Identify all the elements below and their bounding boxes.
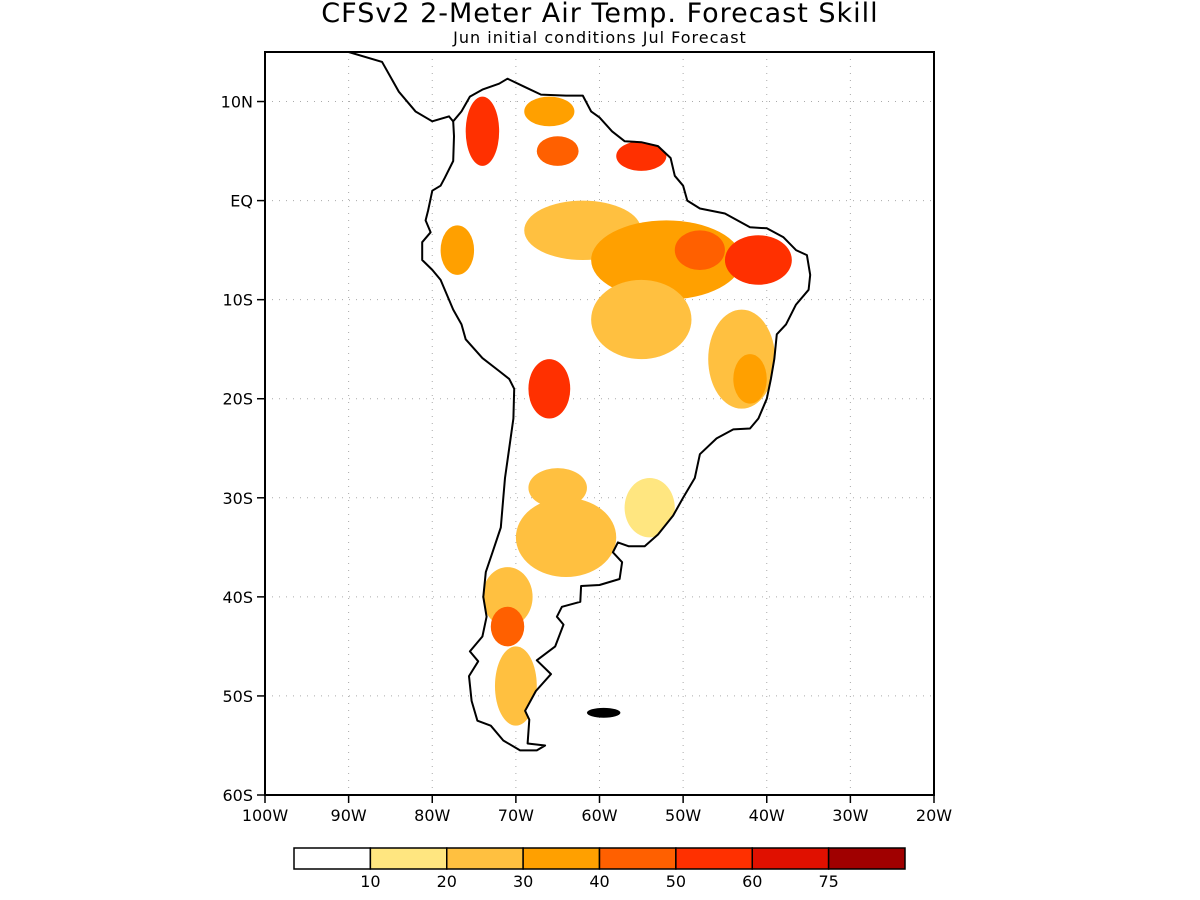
skill-region [616, 141, 667, 171]
lat-tick-label: 10N [221, 93, 253, 112]
skill-region [674, 230, 725, 270]
colorbar-swatch [827, 847, 906, 870]
lat-tick-label: 10S [222, 291, 253, 310]
lat-tick-label: 20S [222, 390, 253, 409]
lon-tick-label: 30W [832, 806, 868, 825]
lat-tick-label: 60S [222, 786, 253, 805]
lat-tick-label: 50S [222, 687, 253, 706]
central-america-coastline [348, 52, 454, 123]
colorbar-label: 20 [437, 872, 457, 891]
skill-region [733, 354, 767, 404]
skill-shading [440, 96, 792, 726]
lon-tick-label: 70W [498, 806, 534, 825]
lat-tick-label: 40S [222, 588, 253, 607]
colorbar-label: 40 [589, 872, 609, 891]
skill-region [591, 279, 692, 360]
lat-tick-label: EQ [230, 192, 253, 211]
colorbar-swatch [293, 847, 372, 870]
skill-region [515, 497, 617, 578]
colorbar-label: 60 [742, 872, 762, 891]
colorbar-label: 75 [818, 872, 838, 891]
skill-region [482, 567, 533, 627]
skill-region [524, 96, 575, 127]
lon-tick-label: 20W [916, 806, 952, 825]
colorbar-swatch [522, 847, 601, 870]
lon-tick-label: 50W [665, 806, 701, 825]
colorbar-label: 30 [513, 872, 533, 891]
graticule-grid [265, 52, 934, 795]
colorbar-legend: 10 20 30 40 50 60 75 [293, 847, 906, 891]
lon-tick-label: 80W [414, 806, 450, 825]
lat-tick-label: 30S [222, 489, 253, 508]
lon-tick-label: 100W [242, 806, 289, 825]
lon-tick-label: 60W [581, 806, 617, 825]
lon-tick-label: 40W [749, 806, 785, 825]
skill-region [440, 225, 475, 275]
skill-region [490, 606, 525, 647]
skill-region [494, 646, 537, 726]
colorbar-label: 10 [360, 872, 380, 891]
skill-region [465, 96, 500, 166]
colorbar-swatch [598, 847, 677, 870]
falkland-islands [586, 707, 621, 718]
longitude-axis: 100W 90W 80W 70W 60W 50W 40W 30W 20W [242, 795, 952, 825]
colorbar-swatch [369, 847, 448, 870]
colorbar-swatch [446, 847, 524, 870]
latitude-axis: 10N EQ 10S 20S 30S 40S 50S 60S [221, 93, 265, 805]
map-subtitle: Jun initial conditions Jul Forecast [453, 28, 747, 47]
skill-region [536, 136, 579, 166]
skill-region [528, 468, 587, 508]
skill-region [724, 235, 792, 285]
colorbar-swatch [675, 847, 753, 870]
map-title: CFSv2 2-Meter Air Temp. Forecast Skill [321, 0, 879, 29]
coastline [348, 52, 812, 752]
colorbar-swatch [751, 847, 830, 870]
skill-region [624, 477, 675, 538]
lon-tick-label: 90W [331, 806, 367, 825]
colorbar-label: 50 [666, 872, 686, 891]
south-america-coastline [421, 77, 812, 752]
skill-region [528, 359, 571, 419]
